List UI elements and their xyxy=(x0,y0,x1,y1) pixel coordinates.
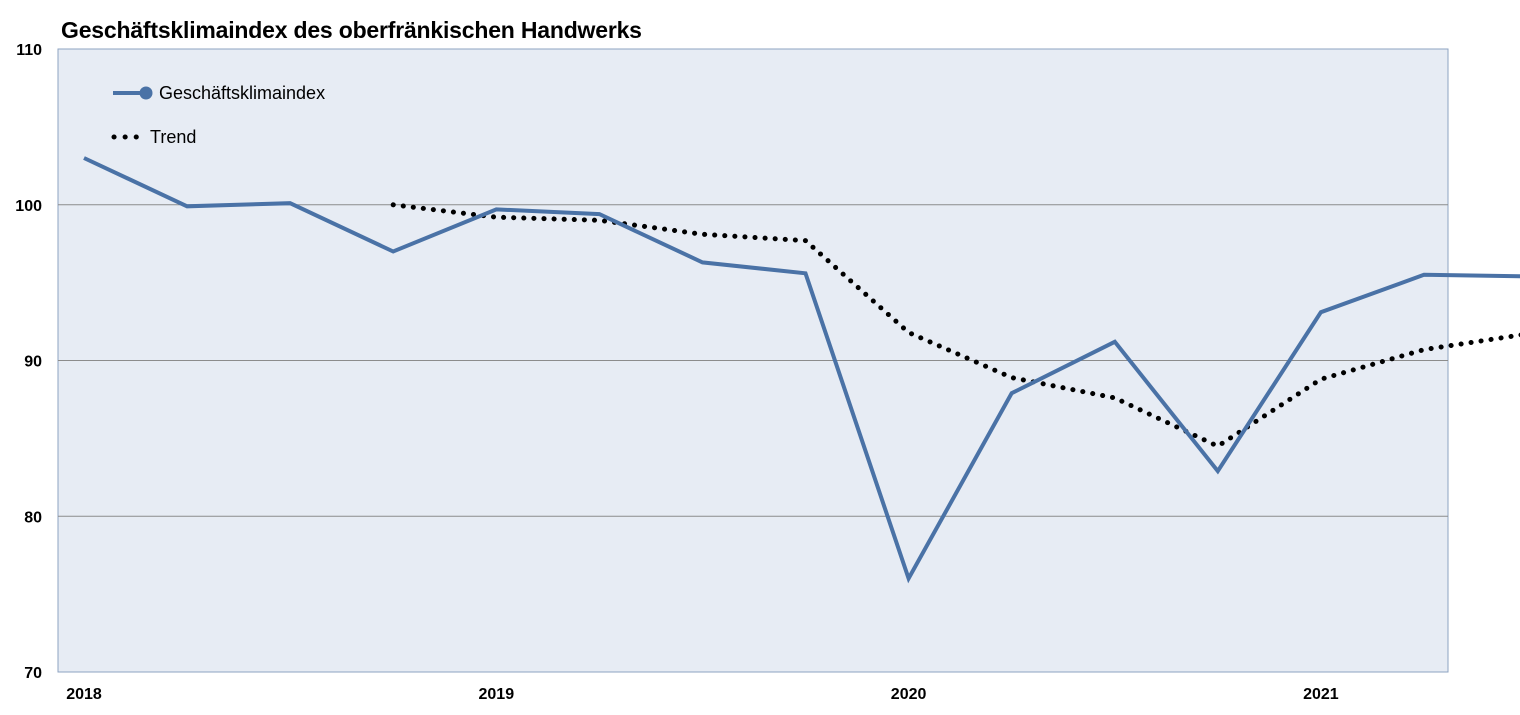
legend-label-geschaeftsklimaindex: Geschäftsklimaindex xyxy=(159,83,325,103)
legend: Geschäftsklimaindex Trend xyxy=(111,83,325,147)
x-tick-label: 2018 xyxy=(66,686,102,703)
y-tick-label: 90 xyxy=(24,354,42,371)
y-tick-label: 100 xyxy=(15,198,42,215)
legend-label-trend: Trend xyxy=(150,127,196,147)
y-tick-label: 110 xyxy=(16,42,42,59)
series-line-geschaeftsklimaindex xyxy=(83,156,1520,584)
x-tick-label: 2019 xyxy=(479,686,515,703)
x-tick-label: 2021 xyxy=(1303,686,1339,703)
legend-marker-geschaeftsklimaindex xyxy=(139,86,153,100)
y-axis: 70 80 90 100 110 xyxy=(15,42,42,682)
y-tick-label: 80 xyxy=(24,509,42,526)
series-layer: 88 xyxy=(83,156,1520,584)
chart-title: Geschäftsklimaindex des oberfränkischen … xyxy=(61,17,642,43)
y-tick-label: 70 xyxy=(24,665,42,682)
x-tick-label: 2020 xyxy=(891,686,927,703)
x-axis: 2018201920202021202220232024 xyxy=(66,686,1339,703)
